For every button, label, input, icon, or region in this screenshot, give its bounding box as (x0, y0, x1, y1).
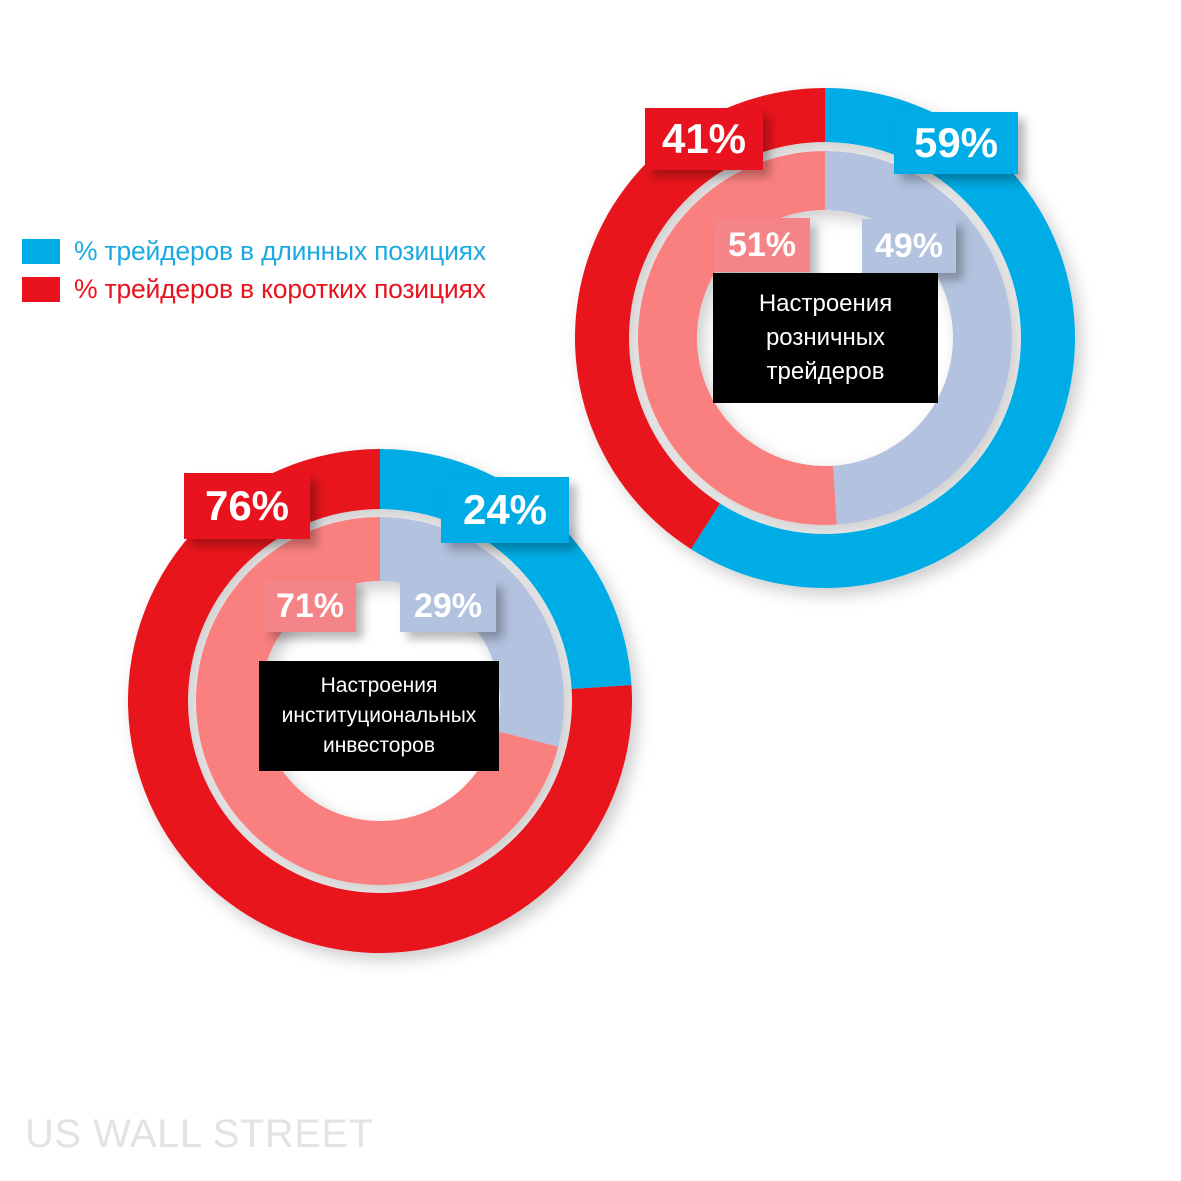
legend-item-short: % трейдеров в коротких позициях (22, 270, 486, 308)
callout-retail-short-outer-value: 41% (661, 115, 747, 162)
donut-chart-retail (575, 88, 1075, 588)
legend-swatch-long-icon (22, 238, 60, 264)
donut-segment (825, 151, 1012, 525)
callout-inst-short-outer-value: 76% (204, 482, 290, 529)
callout-retail-short-inner: 51% (714, 218, 810, 272)
legend-label-short: % трейдеров в коротких позициях (74, 273, 486, 304)
callout-inst-long-inner: 29% (400, 580, 496, 632)
callout-inst-short-outer: 76% (184, 473, 310, 539)
inst-title-line-3: инвесторов (322, 733, 435, 757)
callout-retail-long-outer-value: 59% (913, 119, 999, 166)
retail-title-line-2: розничных (765, 323, 886, 351)
callout-inst-long-outer-value: 24% (462, 486, 548, 533)
retail-title-line-3: трейдеров (766, 358, 885, 386)
callout-retail-long-outer: 59% (894, 112, 1018, 174)
callout-inst-short-inner-value: 71% (275, 586, 345, 625)
legend-item-long: % трейдеров в длинных позициях (22, 232, 486, 270)
legend-swatch-short-icon (22, 276, 60, 302)
donut-segment (380, 517, 564, 747)
legend-label-long: % трейдеров в длинных позициях (74, 235, 486, 266)
callout-retail-short-outer: 41% (645, 108, 763, 170)
legend: % трейдеров в длинных позициях % трейдер… (22, 232, 486, 308)
callout-inst-long-inner-value: 29% (413, 586, 483, 625)
inst-title-line-2: институциональных (281, 704, 477, 728)
donut-retail-svg (575, 88, 1075, 588)
callout-retail-long-inner-value: 49% (874, 226, 944, 265)
donut-institutional-center-label: Настроения институциональных инвесторов (259, 661, 499, 771)
donut-segment (575, 88, 825, 550)
donut-segment (691, 88, 1075, 588)
donut-retail-center-label: Настроения розничных трейдеров (713, 273, 938, 403)
callout-retail-long-inner: 49% (862, 219, 956, 273)
watermark-us-wall-street: US WALL STREET (25, 1112, 374, 1156)
retail-title-line-1: Настроения (758, 289, 893, 317)
inst-title-line-1: Настроения (320, 674, 438, 698)
callout-inst-long-outer: 24% (441, 477, 569, 543)
callout-retail-short-inner-value: 51% (727, 225, 797, 264)
callout-inst-short-inner: 71% (264, 580, 356, 632)
donut-segment (637, 151, 837, 525)
